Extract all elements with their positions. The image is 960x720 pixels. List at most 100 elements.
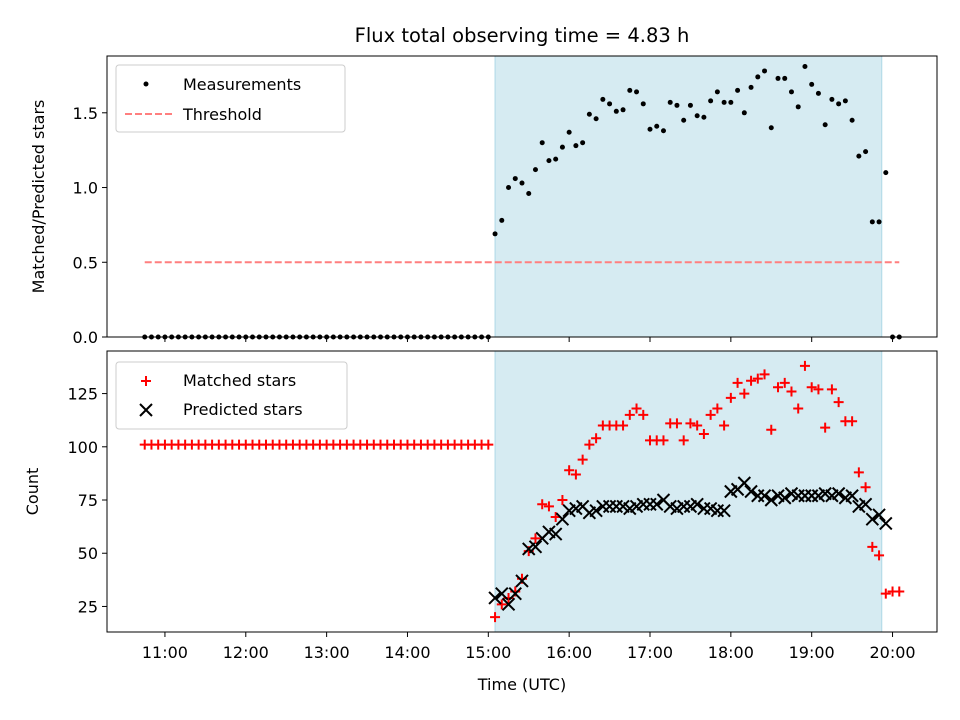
predicted-star-point [717,503,731,518]
measurement-point [748,84,754,90]
matched-star-point [853,467,864,478]
matched-star-point [833,397,844,408]
y-axis-label: Matched/Predicted stars [29,100,48,294]
y-tick-label: 1.5 [73,104,98,123]
measurement-point [829,96,835,102]
predicted-star-point [879,516,893,531]
predicted-star-point [865,512,880,526]
measurement-point [667,99,673,105]
measurement-point [815,90,821,96]
matched-star-point [658,435,669,446]
y-tick-label: 125 [67,385,98,404]
measurement-point [600,96,606,102]
measurement-point [607,101,613,107]
predicted-star-point [508,586,522,601]
measurement-point [613,108,619,114]
legend-label-threshold: Threshold [182,105,262,124]
matched-star-point [530,533,541,544]
measurement-point [782,75,788,81]
predicted-star-point [737,476,752,490]
predicted-star-point [589,503,603,518]
measurement-point [681,117,687,123]
matched-star-point [813,384,824,395]
x-tick-label: 14:00 [384,643,430,662]
matched-star-point [537,499,548,510]
legend-label-matched: Matched stars [183,371,296,390]
measurement-point [842,98,848,104]
measurement-point [512,176,518,182]
y-tick-label: 0.0 [73,328,98,347]
x-tick-label: 20:00 [869,643,915,662]
measurement-point [876,219,882,225]
measurement-point [788,89,794,95]
matched-star-point [618,420,629,431]
matched-star-point [880,588,891,599]
predicted-star-point [650,497,664,511]
measurement-point [593,116,599,122]
measurement-point [654,123,660,129]
y-tick-label: 75 [78,491,98,510]
top-legend: Measurements Threshold [115,64,346,133]
y-axis-label: Count [23,468,42,516]
measurement-point [519,180,525,186]
x-tick-label: 13:00 [304,643,350,662]
matched-star-point [543,501,554,512]
measurement-point [701,114,707,120]
x-tick-label: 11:00 [142,643,188,662]
measurement-point [883,170,889,176]
measurement-point [627,87,633,93]
matched-star-point [820,422,831,433]
predicted-star-point [555,512,570,526]
predicted-star-point [744,484,758,499]
measurement-point [640,101,646,107]
measurement-point [735,87,741,93]
predicted-star-point [528,540,543,554]
matched-star-point [860,482,871,493]
x-tick-label: 16:00 [546,643,592,662]
measurement-point [559,144,565,150]
measurement-point [762,68,768,74]
y-tick-label: 0.5 [73,253,98,272]
measurement-point [721,99,727,105]
measurement-point [836,101,842,107]
measurement-point [849,117,855,123]
matched-star-point [847,416,858,427]
matched-star-point [631,403,642,414]
matched-star-point [678,435,689,446]
matched-star-point [739,388,750,399]
chart-title: Flux total observing time = 4.83 h [355,24,690,47]
measurement-point [714,89,720,95]
matched-star-point [584,439,595,450]
matched-star-point [483,439,494,450]
legend-marker-matched [141,376,151,386]
measurement-point [755,74,761,80]
matched-star-point [685,418,696,429]
legend-marker-measurements [143,81,149,87]
predicted-star-point [690,497,704,511]
matched-star-point [799,360,810,371]
y-tick-label: 25 [78,597,98,616]
top-subplot: 0.0 0.5 1.0 1.5 Matched/Predicted stars Measu… [29,55,938,347]
y-tick-label: 50 [78,544,98,563]
measurement-point [546,158,552,164]
predicted-star-point [757,489,772,503]
y-tick-label: 1.0 [73,179,98,198]
measurement-point [492,231,498,237]
measurement-point [741,110,747,116]
measurement-point [856,153,862,159]
predicted-star-point [501,597,516,612]
measurement-point [506,185,512,191]
matched-star-point [719,420,730,431]
predicted-star-point [872,508,886,522]
predicted-star-point [831,486,846,501]
matched-star-point [591,433,602,444]
matched-star-point [759,369,770,380]
measurement-point [863,149,869,155]
predicted-star-point [764,493,778,507]
measurement-point [768,125,774,131]
predicted-star-point [488,591,502,605]
matched-star-point [671,418,682,429]
matched-star-point [577,454,588,465]
x-tick-label: 12:00 [223,643,269,662]
